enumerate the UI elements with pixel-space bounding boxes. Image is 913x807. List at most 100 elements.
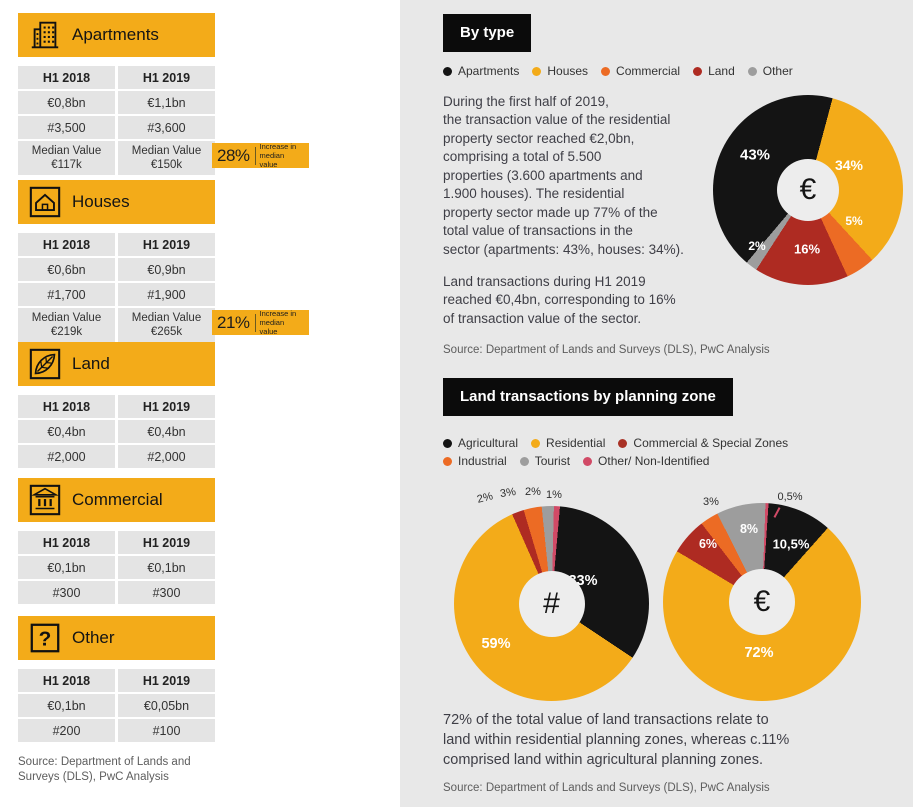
count-cell: #300: [18, 581, 115, 604]
legend-item: Industrial: [443, 454, 507, 468]
column-header: H1 2018: [18, 66, 115, 89]
slice-label-residential: 59%: [481, 636, 511, 652]
donut-center-hole: €: [777, 159, 839, 221]
slice-label-commercial: 5%: [845, 214, 863, 228]
median-cell: Median Value €219k: [18, 308, 115, 342]
badge-value: 21%: [217, 312, 250, 332]
legend-item: Other: [747, 64, 793, 78]
legend-dot: [443, 456, 452, 466]
legend-dot: [532, 66, 542, 76]
value-cell: €0,05bn: [118, 694, 215, 717]
legend-dot: [443, 438, 452, 448]
count-cell: #3,600: [118, 116, 215, 139]
value-cell: €0,4bn: [118, 420, 215, 443]
slice-label-industrial: 3%: [499, 485, 517, 501]
donut-center-hole: #: [518, 570, 585, 637]
euro-symbol: €: [753, 585, 771, 618]
by-type-donut-chart: 43% 34% 5% 16% 2% €: [713, 95, 903, 285]
legend-item: Other/ Non-Identified: [583, 454, 709, 468]
by-zone-summary-text: 72% of the total value of land transacti…: [443, 712, 790, 768]
legend-item: Houses: [532, 64, 588, 78]
apartments-icon: [31, 21, 59, 49]
badge-divider: [254, 313, 256, 332]
slice-label-commercial-zones: 2%: [475, 490, 495, 506]
commercial-building-icon: [29, 484, 61, 516]
value-cell: €0,9bn: [118, 258, 215, 281]
legend-dot: [601, 66, 611, 76]
count-cell: #2,000: [118, 445, 215, 468]
source-note-by-zone: Source: Department of Lands and Surveys …: [443, 782, 770, 794]
slice-label-other-zones: 0,5%: [777, 491, 803, 503]
value-cell: €0,8bn: [18, 91, 115, 114]
land-leaf-icon: [29, 348, 61, 380]
badge-value: 28%: [217, 145, 250, 165]
card-land-header: Land: [18, 342, 215, 386]
median-increase-badge: 28% Increase in median value: [212, 142, 309, 169]
slice-label-tourist: 8%: [739, 522, 759, 536]
badge-label: Increase in median value: [259, 142, 297, 169]
card-other-table: H1 2018 H1 2019 €0,1bn €0,05bn #200 #100: [18, 669, 215, 742]
slice-label-other-zones: 1%: [546, 489, 562, 501]
median-cell: Median Value €150k: [118, 141, 215, 175]
slice-label-industrial: 3%: [703, 496, 719, 508]
card-commercial-header: Commercial: [18, 478, 215, 522]
right-panel: By type Apartments Houses Commercial Lan…: [400, 0, 913, 807]
count-cell: #100: [118, 719, 215, 742]
slice-label-apartments: 43%: [739, 146, 771, 164]
value-cell: €0,1bn: [18, 556, 115, 579]
card-land: Land H1 2018 H1 2019 €0,4bn €0,4bn #2,000 #…: [18, 342, 215, 470]
section-title-by-zone: Land transactions by planning zone: [443, 378, 733, 416]
card-houses-table: H1 2018 H1 2019 €0,6bn €0,9bn #1,700 #1,900…: [18, 233, 215, 342]
by-type-legend: Apartments Houses Commercial Land Other: [443, 64, 793, 78]
card-commercial-table: H1 2018 H1 2019 €0,1bn €0,1bn #300 #300: [18, 531, 215, 604]
card-title: Other: [72, 628, 115, 647]
card-houses: Houses H1 2018 H1 2019 €0,6bn €0,9bn #1,70…: [18, 180, 309, 344]
column-header: H1 2018: [18, 233, 115, 256]
badge-label: Increase in median value: [259, 309, 297, 336]
section-title-by-type: By type: [443, 14, 532, 52]
slice-label-tourist: 2%: [525, 486, 541, 498]
count-cell: #200: [18, 719, 115, 742]
column-header: H1 2019: [118, 669, 215, 692]
median-cell: Median Value €117k: [18, 141, 115, 175]
legend-dot: [519, 456, 529, 466]
legend-item: Tourist: [519, 454, 570, 468]
legend-dot: [583, 456, 593, 466]
by-zone-count-donut-chart: 2% 3% 2% 1% 33% 59% #: [454, 486, 649, 701]
card-title: Houses: [72, 192, 130, 211]
card-title: Land: [72, 354, 110, 373]
svg-text:?: ?: [39, 628, 52, 651]
houses-icon: [29, 186, 61, 218]
column-header: H1 2019: [118, 66, 215, 89]
card-commercial: Commercial H1 2018 H1 2019 €0,1bn €0,1bn #…: [18, 478, 215, 606]
source-note-by-type: Source: Department of Lands and Surveys …: [443, 344, 770, 356]
card-apartments-table: H1 2018 H1 2019 €0,8bn €1,1bn #3,500 #3,600…: [18, 66, 215, 175]
card-apartments-header: Apartments: [18, 13, 215, 57]
by-zone-legend-row-2: Industrial Tourist Other/ Non-Identified: [443, 454, 709, 468]
leader-tick: [773, 507, 781, 518]
source-note-left: Source: Department of Lands and Surveys …: [18, 756, 191, 783]
count-cell: #3,500: [18, 116, 115, 139]
column-header: H1 2018: [18, 395, 115, 418]
column-header: H1 2018: [18, 669, 115, 692]
median-cell: Median Value €265k: [118, 308, 215, 342]
euro-symbol: €: [799, 173, 817, 206]
card-title: Apartments: [72, 25, 159, 44]
value-cell: €1,1bn: [118, 91, 215, 114]
by-zone-value-donut-chart: 0,5% 3% 8% 6% 10,5% 72% €: [663, 491, 861, 701]
slice-label-residential: 72%: [744, 645, 774, 661]
legend-dot: [747, 66, 757, 76]
card-other-header: ? Other: [18, 616, 215, 660]
value-cell: €0,1bn: [118, 556, 215, 579]
question-mark-icon: ?: [30, 623, 60, 653]
legend-item: Residential: [531, 436, 605, 450]
slice-label-houses: 34%: [834, 157, 864, 173]
count-cell: #2,000: [18, 445, 115, 468]
legend-dot: [693, 66, 703, 76]
legend-item: Commercial: [601, 64, 680, 78]
count-cell: #300: [118, 581, 215, 604]
value-cell: €0,4bn: [18, 420, 115, 443]
card-houses-header: Houses: [18, 180, 215, 224]
value-cell: €0,1bn: [18, 694, 115, 717]
